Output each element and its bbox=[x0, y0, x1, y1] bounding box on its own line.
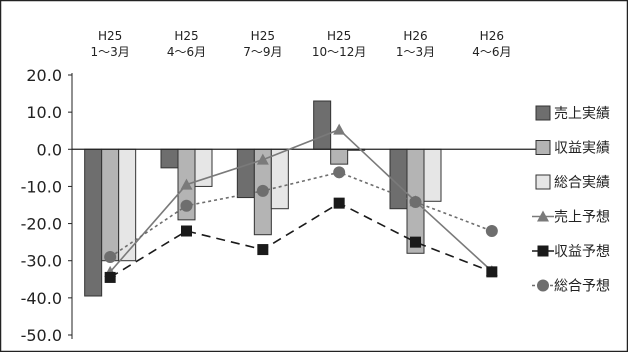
legend-label: 売上実績 bbox=[554, 106, 610, 122]
bar-1-0 bbox=[102, 149, 119, 260]
x-category-label: H25 bbox=[98, 29, 122, 43]
x-category-label: H26 bbox=[403, 29, 427, 43]
legend-swatch-0 bbox=[536, 106, 550, 120]
point-2-3 bbox=[333, 166, 345, 178]
y-tick-label: -40.0 bbox=[21, 289, 62, 308]
x-category-label: 10〜12月 bbox=[312, 45, 367, 59]
legend-label: 総合予想 bbox=[554, 279, 610, 295]
legend-label: 総合実績 bbox=[554, 175, 610, 191]
x-category-label: 4〜6月 bbox=[472, 45, 511, 59]
point-1-4 bbox=[410, 237, 421, 248]
y-tick-label: 10.0 bbox=[26, 103, 62, 122]
legend-swatch-2 bbox=[536, 175, 550, 189]
point-1-0 bbox=[105, 272, 116, 283]
y-tick-label: -50.0 bbox=[21, 326, 62, 345]
point-1-1 bbox=[181, 226, 192, 237]
legend-swatch-1 bbox=[536, 141, 550, 155]
y-tick-label: 20.0 bbox=[26, 66, 62, 85]
x-category-label: H25 bbox=[251, 29, 275, 43]
y-tick-label: -20.0 bbox=[21, 215, 62, 234]
bar-0-3 bbox=[314, 101, 331, 149]
x-category-label: H25 bbox=[327, 29, 351, 43]
point-2-5 bbox=[486, 225, 498, 237]
point-1-5 bbox=[486, 266, 497, 277]
x-category-label: 7〜9月 bbox=[243, 45, 282, 59]
x-category-label: 1〜3月 bbox=[396, 45, 435, 59]
bar-0-0 bbox=[85, 149, 102, 296]
x-category-label: H25 bbox=[174, 29, 198, 43]
point-2-1 bbox=[181, 200, 193, 212]
x-category-label: H26 bbox=[480, 29, 504, 43]
bar-2-4 bbox=[424, 149, 441, 201]
y-tick-label: 0.0 bbox=[37, 140, 62, 159]
point-2-0 bbox=[104, 251, 116, 263]
legend-label: 収益実績 bbox=[554, 141, 610, 157]
legend-label: 収益予想 bbox=[554, 244, 610, 260]
bar-1-3 bbox=[331, 149, 348, 164]
y-tick-label: -30.0 bbox=[21, 252, 62, 271]
x-category-label: 4〜6月 bbox=[167, 45, 206, 59]
legend-label: 売上予想 bbox=[554, 210, 610, 226]
bar-0-2 bbox=[237, 149, 254, 197]
legend-marker-5 bbox=[537, 280, 549, 292]
legend-marker-4 bbox=[538, 246, 549, 257]
bar-2-2 bbox=[271, 149, 288, 208]
bar-0-1 bbox=[161, 149, 178, 168]
point-2-2 bbox=[257, 185, 269, 197]
bar-2-0 bbox=[119, 149, 136, 260]
y-tick-label: -10.0 bbox=[21, 177, 62, 196]
point-1-2 bbox=[257, 244, 268, 255]
point-2-4 bbox=[410, 196, 422, 208]
x-category-label: 1〜3月 bbox=[91, 45, 130, 59]
point-1-3 bbox=[334, 198, 345, 209]
